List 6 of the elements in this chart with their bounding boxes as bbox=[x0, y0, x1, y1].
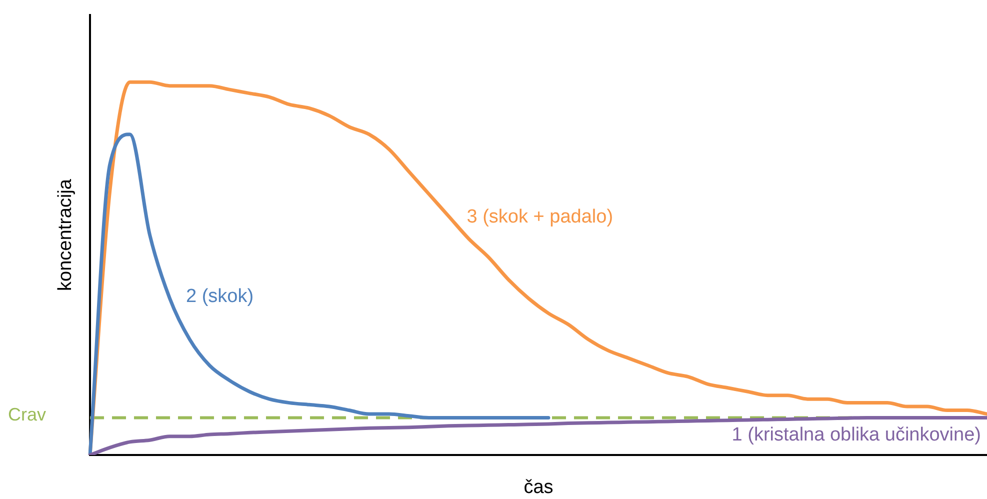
series-label: 3 (skok + padalo) bbox=[466, 206, 614, 228]
y-axis-title: koncentracija bbox=[55, 178, 76, 291]
x-axis-title: čas bbox=[524, 477, 554, 498]
series-label: 1 (kristalna oblika učinkovine) bbox=[732, 424, 981, 446]
ref-line-label: Crav bbox=[8, 404, 46, 425]
series-label: 2 (skok) bbox=[186, 286, 254, 307]
